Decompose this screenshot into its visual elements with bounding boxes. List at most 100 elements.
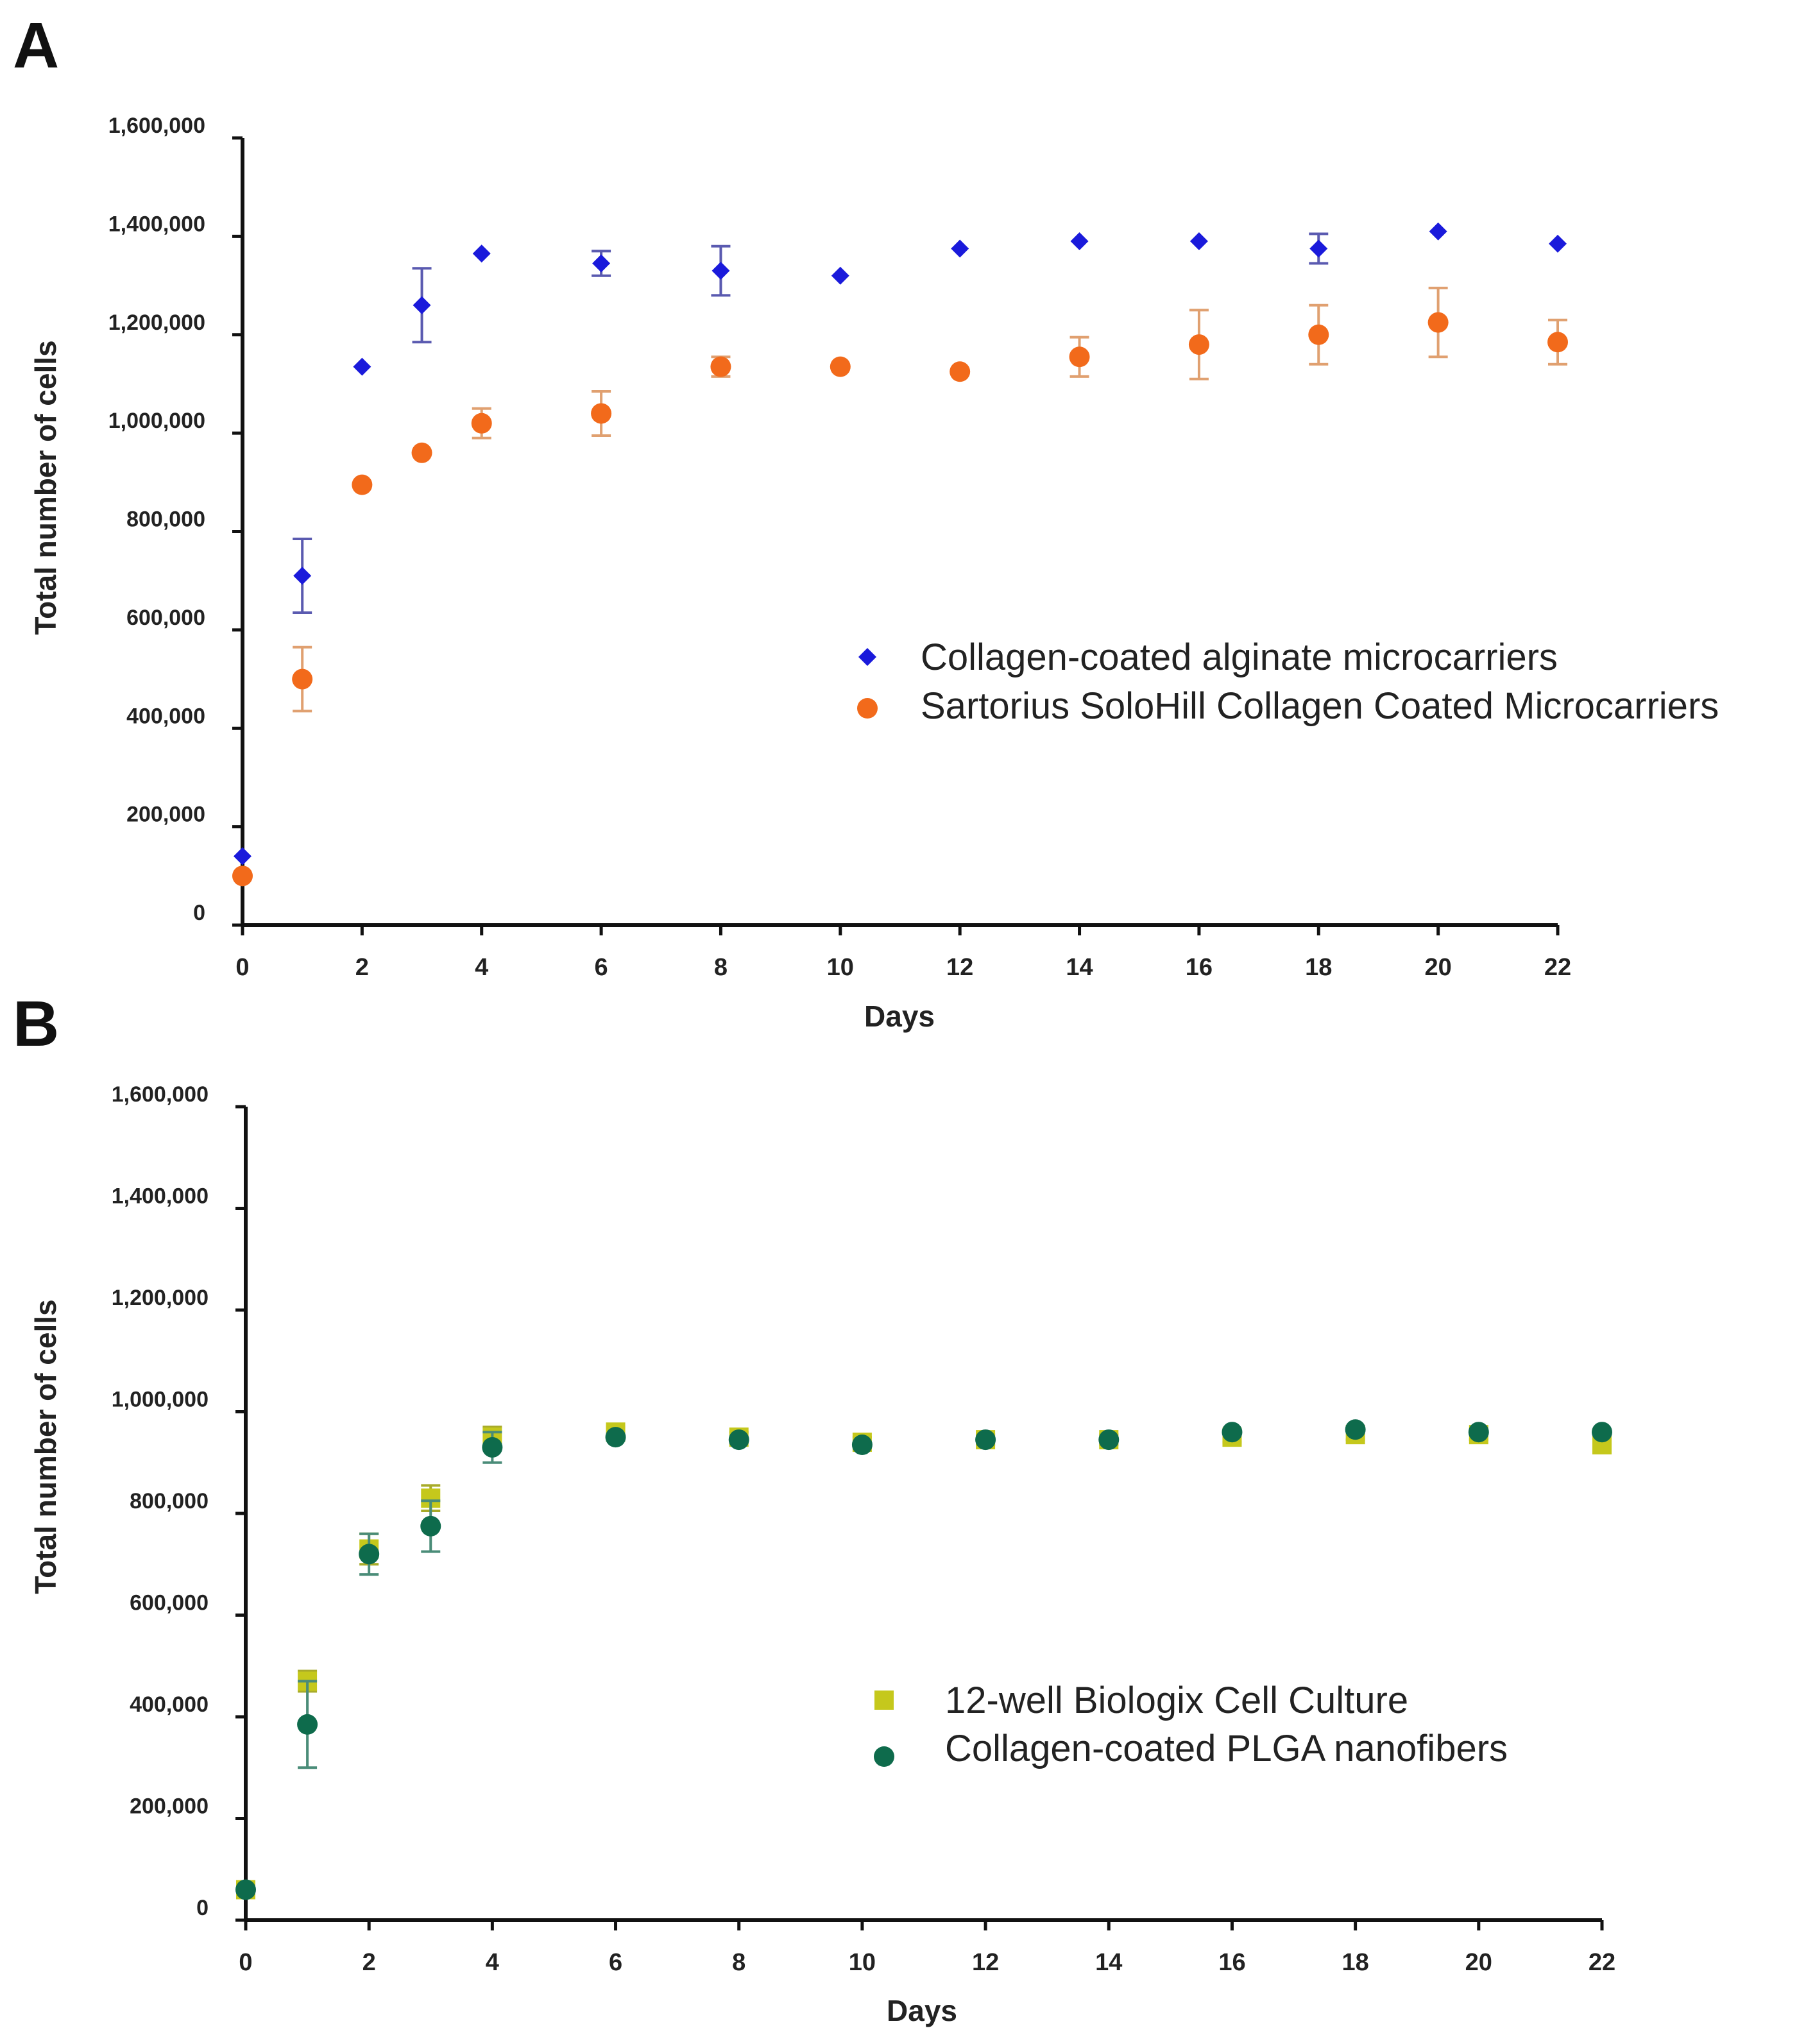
data-point — [297, 1714, 318, 1735]
y-tick-label: 1,200,000 — [108, 311, 205, 335]
y-tick-label: 400,000 — [130, 1692, 209, 1717]
panel-b-legend-marker-plga — [874, 1746, 894, 1767]
data-point — [711, 262, 730, 280]
y-tick-label: 400,000 — [126, 704, 205, 728]
series-1 — [234, 222, 1567, 865]
panel-b-plot-area: 0 200,000 400,000 600,000 800,000 1,000,000 1,… — [112, 1082, 1615, 1976]
x-tick-label: 6 — [609, 1949, 622, 1976]
x-tick-label: 12 — [946, 954, 973, 981]
data-point — [292, 669, 313, 690]
panel-b-legend: 12-well Biologix Cell Culture Collagen-c… — [874, 1680, 1508, 1769]
x-tick-label: 12 — [972, 1949, 999, 1976]
x-tick-label: 2 — [362, 1949, 376, 1976]
data-point — [352, 474, 373, 495]
y-tick-label: 800,000 — [126, 507, 205, 532]
x-tick-label: 8 — [732, 1949, 745, 1976]
data-point — [1345, 1419, 1366, 1440]
y-tick-label: 800,000 — [130, 1489, 209, 1513]
panel-b-legend-marker-biologix — [874, 1691, 894, 1710]
panel-a-legend-label-solohill: Sartorius SoloHill Collagen Coated Micro… — [921, 685, 1719, 727]
data-point — [1549, 234, 1567, 253]
data-point — [1547, 332, 1568, 353]
data-point — [950, 361, 971, 382]
x-tick-label: 10 — [827, 954, 854, 981]
panel-a-y-axis-title: Total number of cells — [29, 340, 62, 634]
panel-a-plot-area: 0 200,000 400,000 600,000 800,000 1,000,000 1,… — [108, 114, 1571, 981]
data-point — [592, 254, 611, 273]
series-1 — [236, 1422, 1612, 1900]
data-point — [1429, 222, 1447, 241]
panel-b: B Total number of cells Days 0200,000400… — [13, 988, 1615, 2027]
panel-a-legend-marker-alginate — [858, 648, 876, 666]
data-point — [1188, 334, 1209, 355]
data-point — [851, 1435, 873, 1456]
y-tick-label: 1,600,000 — [108, 114, 205, 138]
panel-a: A Total number of cells Days 0200,000400… — [13, 10, 1719, 1033]
y-tick-label: 0 — [196, 1896, 209, 1920]
x-tick-label: 4 — [475, 954, 488, 981]
legend-marker-shape — [874, 1746, 894, 1767]
series-2 — [235, 1419, 1612, 1900]
x-tick-label: 10 — [849, 1949, 876, 1976]
series-2 — [232, 286, 1568, 887]
data-point — [232, 865, 253, 887]
y-tick-label: 1,000,000 — [112, 1388, 209, 1412]
panel-b-label: B — [13, 988, 59, 1060]
data-point — [831, 266, 849, 285]
data-point — [411, 442, 432, 463]
y-tick-label: 200,000 — [130, 1794, 209, 1819]
data-point — [1098, 1429, 1120, 1451]
data-point — [482, 1436, 503, 1458]
data-point — [413, 296, 431, 314]
y-tick-label: 1,000,000 — [108, 409, 205, 433]
x-tick-label: 14 — [1066, 954, 1093, 981]
y-tick-label: 600,000 — [130, 1591, 209, 1615]
data-point — [420, 1515, 441, 1537]
x-tick-label: 20 — [1424, 954, 1451, 981]
data-point — [710, 356, 731, 377]
panel-b-legend-label-plga: Collagen-coated PLGA nanofibers — [945, 1728, 1508, 1769]
data-point — [471, 413, 492, 434]
data-point — [1069, 346, 1090, 368]
data-point — [1308, 324, 1329, 345]
legend-marker-shape — [857, 698, 878, 719]
data-point — [605, 1427, 626, 1448]
legend-marker-shape — [874, 1691, 894, 1710]
y-tick-label: 600,000 — [126, 606, 205, 630]
x-tick-label: 22 — [1589, 1949, 1615, 1976]
y-tick-label: 200,000 — [126, 803, 205, 827]
x-tick-label: 18 — [1305, 954, 1332, 981]
x-tick-label: 14 — [1095, 1949, 1122, 1976]
data-point — [293, 566, 312, 585]
data-point — [1222, 1422, 1243, 1443]
x-tick-label: 18 — [1342, 1949, 1368, 1976]
x-tick-label: 4 — [486, 1949, 499, 1976]
data-point — [1189, 232, 1208, 251]
data-point — [728, 1429, 749, 1451]
data-point — [359, 1544, 380, 1565]
data-point — [234, 847, 251, 865]
data-point — [951, 239, 969, 258]
data-point — [1070, 232, 1089, 251]
x-tick-label: 0 — [239, 1949, 252, 1976]
data-point — [975, 1429, 996, 1451]
data-point — [235, 1879, 256, 1900]
y-tick-label: 1,400,000 — [108, 212, 205, 236]
panel-b-x-axis-title: Days — [887, 1994, 957, 2027]
data-point — [591, 403, 612, 424]
x-tick-label: 2 — [355, 954, 369, 981]
data-point — [1592, 1422, 1612, 1443]
data-point — [1427, 312, 1449, 333]
panel-a-label: A — [13, 10, 59, 81]
data-point — [353, 357, 371, 376]
panel-a-legend: Collagen-coated alginate microcarriers S… — [857, 636, 1719, 727]
y-tick-label: 1,600,000 — [112, 1082, 209, 1107]
x-tick-label: 8 — [714, 954, 728, 981]
data-point — [1468, 1422, 1489, 1443]
data-point — [830, 356, 851, 377]
panel-a-x-axis-title: Days — [864, 1000, 935, 1033]
data-point — [472, 244, 491, 263]
data-point — [1309, 239, 1328, 258]
panel-b-y-axis-title: Total number of cells — [29, 1299, 62, 1594]
